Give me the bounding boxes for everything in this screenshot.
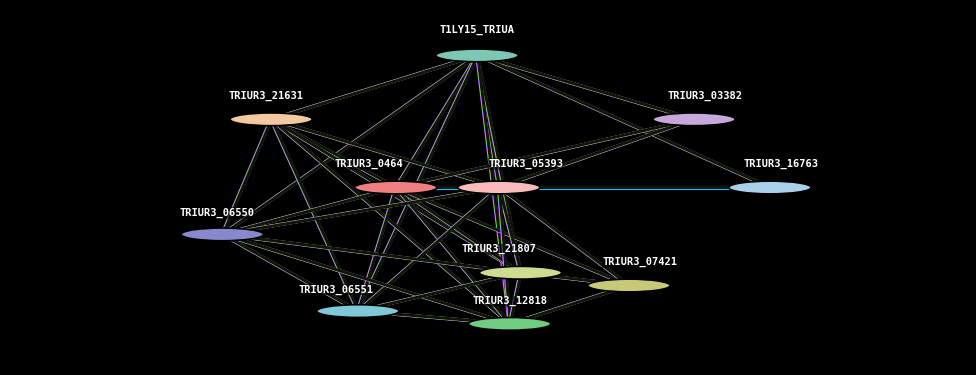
Text: T1LY15_TRIUA: T1LY15_TRIUA	[439, 25, 514, 35]
Text: TRIUR3_0464: TRIUR3_0464	[335, 159, 403, 169]
Ellipse shape	[436, 49, 518, 62]
Ellipse shape	[468, 318, 550, 330]
Text: TRIUR3_06551: TRIUR3_06551	[299, 285, 374, 295]
Ellipse shape	[588, 279, 671, 292]
Ellipse shape	[354, 181, 437, 194]
Ellipse shape	[653, 113, 735, 126]
Ellipse shape	[230, 113, 312, 126]
Text: TRIUR3_21631: TRIUR3_21631	[228, 91, 304, 101]
Ellipse shape	[316, 305, 399, 318]
Text: TRIUR3_07421: TRIUR3_07421	[602, 257, 677, 267]
Ellipse shape	[729, 181, 811, 194]
Ellipse shape	[458, 181, 540, 194]
Text: TRIUR3_12818: TRIUR3_12818	[472, 296, 548, 306]
Ellipse shape	[182, 228, 264, 241]
Text: TRIUR3_05393: TRIUR3_05393	[488, 159, 563, 169]
Ellipse shape	[479, 266, 562, 279]
Text: TRIUR3_21807: TRIUR3_21807	[462, 244, 537, 254]
Text: TRIUR3_06550: TRIUR3_06550	[180, 208, 255, 218]
Text: TRIUR3_03382: TRIUR3_03382	[668, 91, 743, 101]
Text: TRIUR3_16763: TRIUR3_16763	[744, 159, 818, 169]
